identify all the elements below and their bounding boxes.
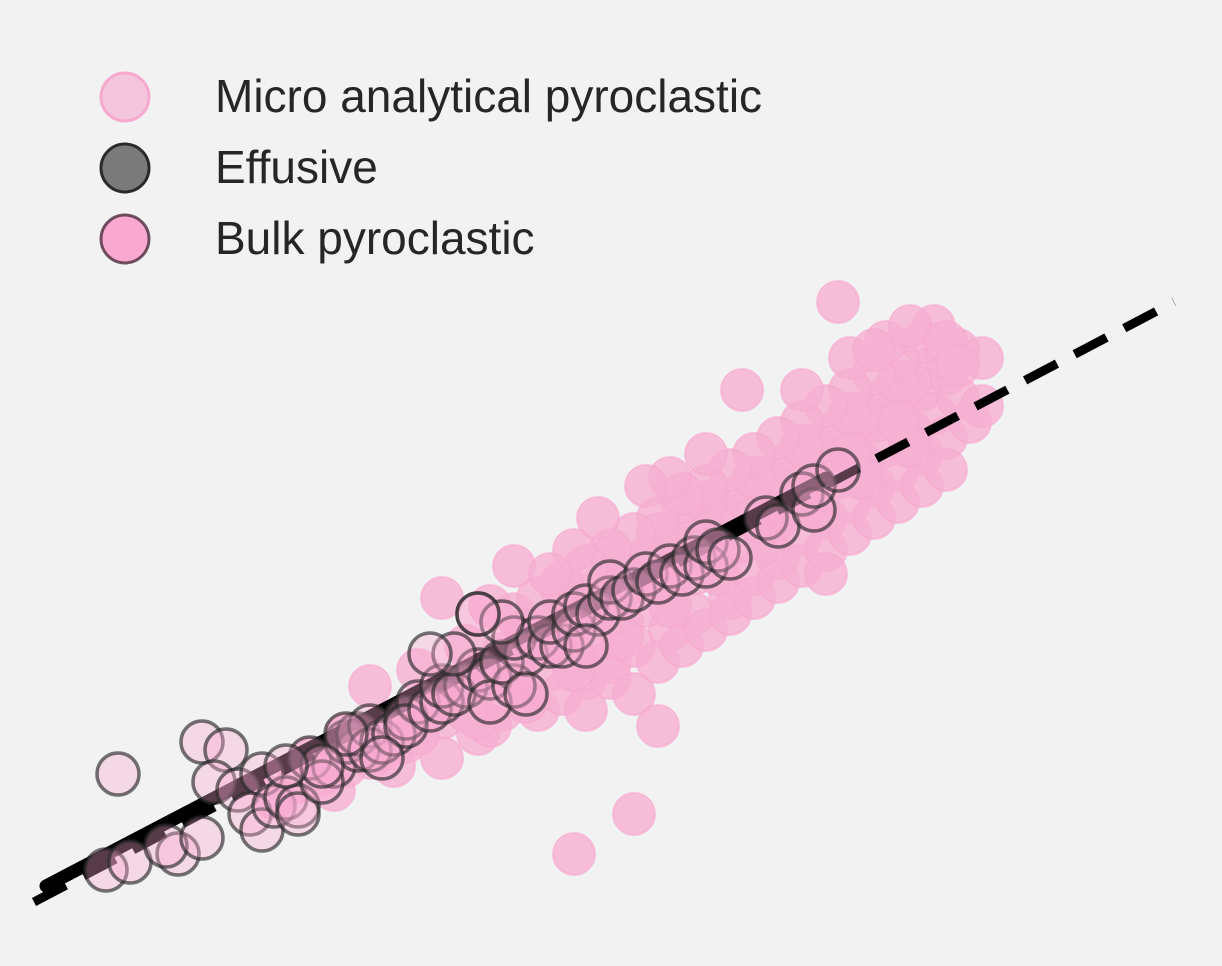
bulk-point [299,743,345,789]
legend-marker-bulk [99,213,151,265]
micro-point [564,688,608,732]
micro-point [684,432,728,476]
micro-point [852,328,896,372]
bulk-point [791,463,837,509]
legend-label-micro: Micro analytical pyroclastic [215,70,762,122]
micro-point [612,792,656,836]
bulk-point [83,847,129,893]
micro-point [348,664,392,708]
micro-point [924,448,968,492]
bulk-point [179,815,225,861]
micro-point [612,672,656,716]
bulk-point [503,671,549,717]
bulk-point [791,487,837,533]
micro-point [720,368,764,412]
micro-point [780,368,824,412]
bulk-point [359,735,405,781]
bulk-point [143,823,189,869]
micro-point [492,544,536,588]
bulk-point [563,623,609,669]
legend-marker-effusive [99,142,151,194]
micro-point [552,832,596,876]
bulk-point [383,703,429,749]
bulk-point [707,535,753,581]
micro-point [816,280,860,324]
bulk-point [815,447,861,493]
bulk-point [263,743,309,789]
bulk-point [407,631,453,677]
micro-point [624,464,668,508]
bulk-point [275,791,321,837]
micro-point [636,704,680,748]
bulk-point [191,759,237,805]
bulk-point [323,711,369,757]
bulk-point [479,639,525,685]
bulk-point [587,575,633,621]
bulk-point [455,591,501,637]
bulk-point [527,623,573,669]
micro-point [804,552,848,596]
legend: Micro analytical pyroclastic Effusive Bu… [99,70,762,265]
bulk-point [431,631,477,677]
legend-marker-micro [99,71,151,123]
micro-point [576,496,620,540]
bulk-point [479,599,525,645]
micro-point [936,344,980,388]
legend-label-effusive: Effusive [215,141,378,193]
bulk-pyroclastic-series [83,447,861,893]
bulk-point [95,751,141,797]
legend-label-bulk: Bulk pyroclastic [215,212,535,264]
micro-point [876,400,920,444]
micro-point [528,552,572,596]
